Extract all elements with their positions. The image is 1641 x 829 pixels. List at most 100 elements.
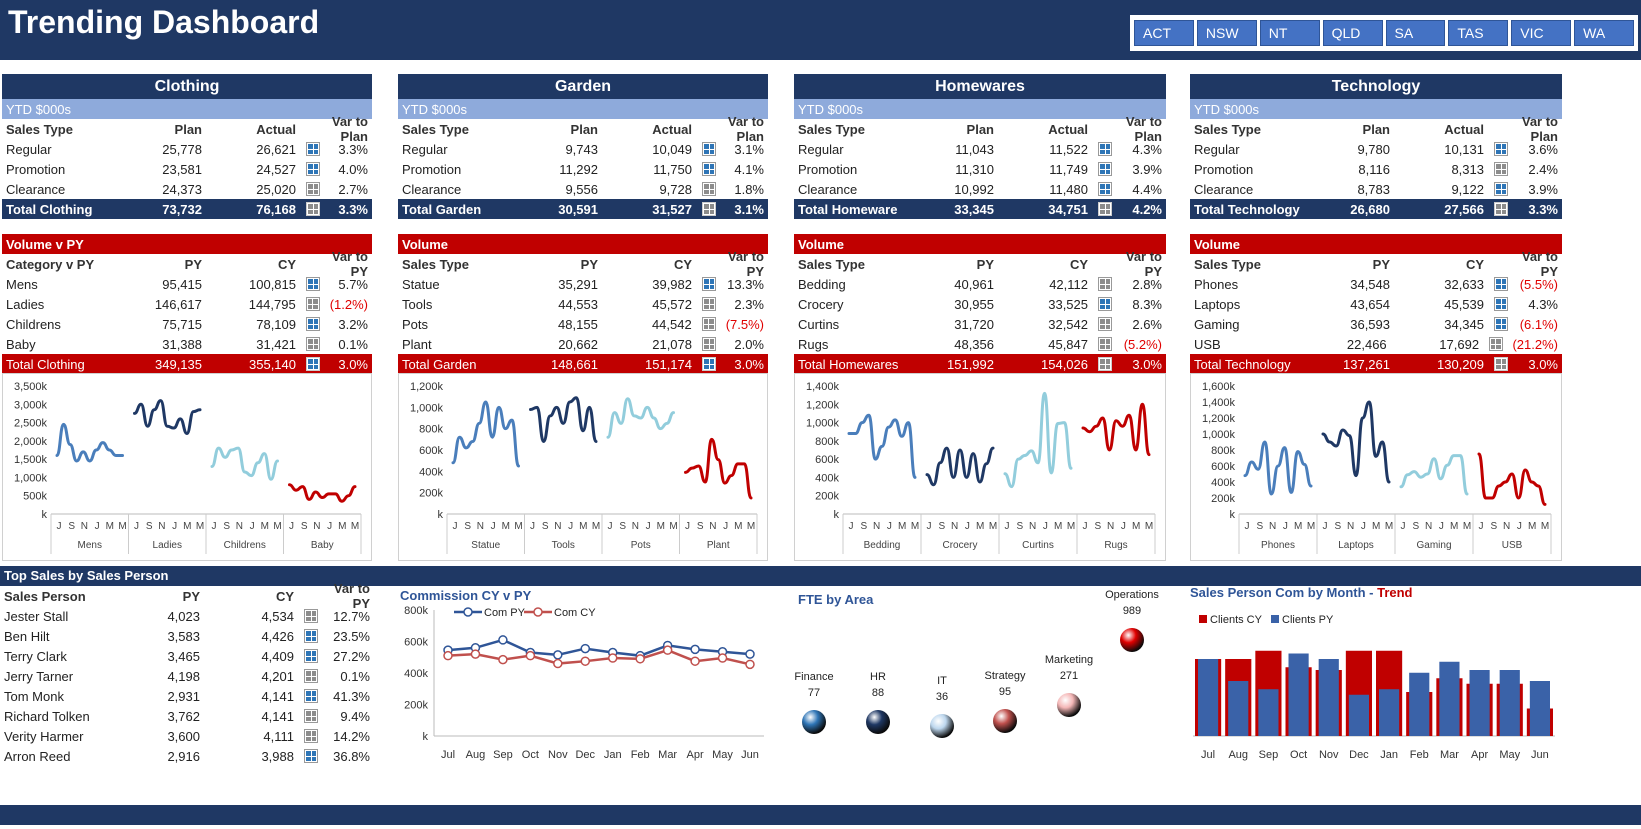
state-button-act[interactable]: ACT — [1134, 20, 1194, 46]
state-button-nsw[interactable]: NSW — [1196, 20, 1257, 46]
data-point — [498, 654, 508, 665]
sales-header-row: Sales Type Plan Actual Var to Plan — [402, 114, 764, 144]
volume-row: Curtins 31,720 32,542 2.6% — [798, 316, 1162, 332]
series-line-pots — [606, 397, 675, 439]
x-tick-label: Dec — [575, 749, 595, 761]
month-tick-label: N — [1425, 521, 1432, 532]
indicator-icon — [1494, 162, 1508, 176]
y-tick-label: 400k — [815, 472, 839, 484]
month-tick-label: N — [1029, 521, 1036, 532]
month-tick-label: J — [172, 521, 177, 532]
indicator-icon — [304, 709, 318, 723]
month-tick-label: M — [976, 521, 984, 532]
month-tick-label: M — [1463, 521, 1471, 532]
month-tick-label: S — [223, 521, 230, 532]
month-tick-label: J — [608, 521, 613, 532]
volume-row: Statue 35,291 39,982 13.3% — [402, 276, 764, 292]
x-tick-label: Jul — [441, 749, 455, 761]
commission-chart: Commission CY v PY 800k 600k 400k 200k k Jul Au… — [400, 588, 764, 761]
volume-label: Volume — [794, 234, 1166, 254]
dashboard-header: Trending Dashboard ACT NSW NT QLD SA TAS VIC WA — [0, 0, 1641, 60]
group-label: Gaming — [1416, 540, 1451, 551]
indicator-icon — [1098, 162, 1112, 176]
bubble-value: 989 — [1123, 605, 1141, 617]
data-point — [745, 659, 755, 670]
panel-garden: Garden YTD $000s Sales Type Plan Actual Var t… — [398, 74, 768, 374]
bubble-value: 95 — [999, 686, 1011, 698]
bubble-label: Finance — [794, 671, 833, 683]
month-tick-label: J — [1401, 521, 1406, 532]
data-point — [443, 650, 453, 661]
month-tick-label: S — [542, 521, 549, 532]
legend-label: Clients CY — [1210, 614, 1263, 626]
indicator-icon — [1494, 297, 1508, 311]
month-tick-label: M — [1307, 521, 1315, 532]
indicator-icon — [1098, 182, 1112, 196]
sales-row: Promotion 11,310 11,749 3.9% — [798, 161, 1162, 177]
indicator-icon — [304, 689, 318, 703]
month-tick-label: J — [289, 521, 294, 532]
state-button-nt[interactable]: NT — [1259, 20, 1320, 46]
y-tick-label: 1,500k — [14, 454, 48, 466]
indicator-icon — [702, 337, 716, 351]
sales-total-row: Total Clothing 73,732 76,168 3.3% — [2, 199, 372, 219]
bubble-value: 36 — [936, 691, 948, 703]
sales-row: Promotion 8,116 8,313 2.4% — [1194, 161, 1558, 177]
state-button-tas[interactable]: TAS — [1448, 20, 1509, 46]
month-tick-label: S — [1490, 521, 1497, 532]
group-label: Ladies — [153, 540, 182, 551]
indicator-icon — [306, 142, 320, 156]
month-tick-label: N — [236, 521, 243, 532]
month-tick-label: M — [183, 521, 191, 532]
month-tick-label: M — [196, 521, 204, 532]
group-label: USB — [1502, 540, 1523, 551]
month-tick-label: M — [734, 521, 742, 532]
volume-row: Tools 44,553 45,572 2.3% — [402, 296, 764, 312]
state-button-wa[interactable]: WA — [1574, 20, 1634, 46]
x-tick-label: Aug — [1228, 749, 1248, 761]
month-tick-label: N — [477, 521, 484, 532]
bar-clients-py — [1529, 681, 1550, 736]
month-tick-label: S — [697, 521, 704, 532]
people-row: Terry Clark 3,465 4,409 27.2% — [4, 648, 370, 664]
sales-com-chart-title: Sales Person Com by Month - Trend — [1190, 586, 1413, 600]
x-tick-label: May — [712, 749, 733, 761]
indicator-icon — [1494, 277, 1508, 291]
panel-title: Technology — [1190, 74, 1562, 99]
month-tick-label: N — [1347, 521, 1354, 532]
y-tick-label: 2,000k — [14, 436, 48, 448]
state-button-qld[interactable]: QLD — [1322, 20, 1383, 46]
month-tick-label: J — [95, 521, 100, 532]
month-tick-label: S — [619, 521, 626, 532]
month-tick-label: J — [134, 521, 139, 532]
indicator-icon — [305, 297, 320, 311]
month-tick-label: J — [1479, 521, 1484, 532]
x-tick-label: Mar — [1440, 749, 1459, 761]
indicator-icon — [1494, 202, 1508, 216]
month-tick-label: S — [1016, 521, 1023, 532]
y-tick-label: 200k — [1211, 493, 1235, 505]
indicator-icon — [306, 317, 320, 331]
bubble-finance — [802, 710, 826, 734]
y-tick-label: 800k — [404, 605, 428, 617]
month-tick-label: J — [927, 521, 932, 532]
y-tick-label: 1,200k — [806, 399, 840, 411]
series-line-mens — [55, 422, 124, 463]
month-tick-label: J — [530, 521, 535, 532]
volume-row: Plant 20,662 21,078 2.0% — [402, 336, 764, 352]
y-tick-label: k — [438, 509, 444, 521]
indicator-icon — [1098, 297, 1112, 311]
volume-row: Laptops 43,654 45,539 4.3% — [1194, 296, 1558, 312]
group-label: Statue — [471, 540, 500, 551]
data-point — [690, 644, 700, 655]
bubble-it — [930, 714, 954, 738]
x-tick-label: Jan — [604, 749, 622, 761]
volume-header-row: Category v PY PY CY Var to PY — [6, 249, 368, 279]
state-button-sa[interactable]: SA — [1385, 20, 1446, 46]
month-tick-label: M — [273, 521, 281, 532]
group-label: Laptops — [1338, 540, 1374, 551]
y-tick-label: 1,600k — [1202, 381, 1236, 393]
state-button-vic[interactable]: VIC — [1511, 20, 1572, 46]
series-line-gaming — [1399, 454, 1469, 496]
people-row: Richard Tolken 3,762 4,141 9.4% — [4, 708, 370, 724]
